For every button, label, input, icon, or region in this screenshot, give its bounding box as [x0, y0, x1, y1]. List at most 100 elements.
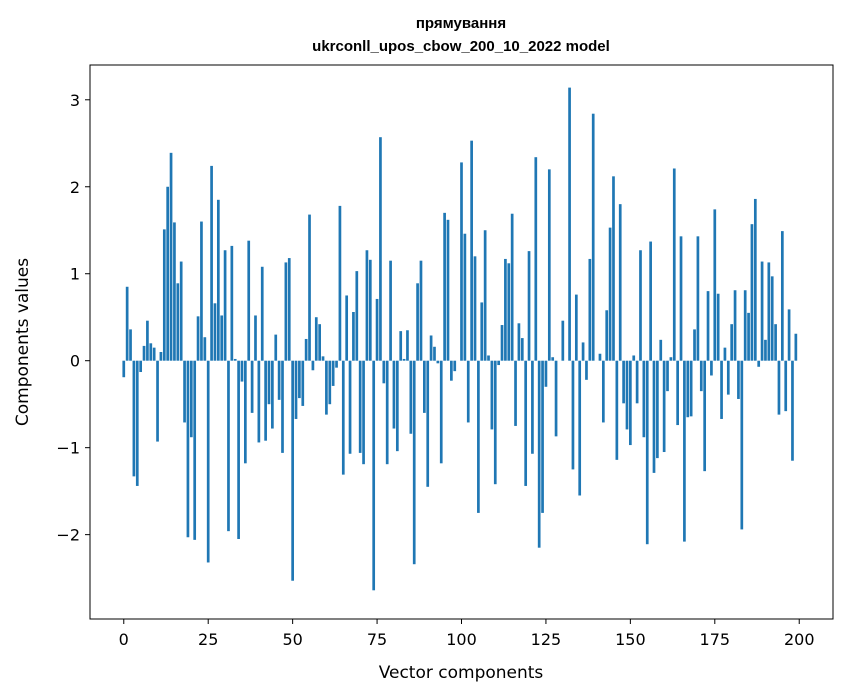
- y-tick-label: 3: [70, 91, 80, 110]
- bar-15: [173, 222, 176, 361]
- bar-109: [490, 360, 494, 430]
- chart-title-line-1: прямування: [416, 15, 506, 32]
- bar-183: [740, 360, 744, 530]
- bar-97: [450, 360, 453, 381]
- bar-63: [335, 360, 338, 368]
- bar-62: [331, 360, 335, 386]
- bar-25: [206, 360, 210, 563]
- bar-172: [703, 360, 707, 472]
- bar-79: [389, 260, 392, 361]
- bar-126: [547, 169, 551, 361]
- bar-128: [554, 360, 558, 437]
- bar-series: [122, 87, 798, 591]
- bar-113: [504, 258, 507, 361]
- bar-184: [743, 290, 747, 361]
- bar-37: [247, 240, 251, 361]
- bar-77: [382, 360, 386, 384]
- bar-167: [686, 360, 690, 418]
- bar-195: [780, 231, 784, 361]
- bar-150: [629, 360, 632, 446]
- y-tick-label: −2: [56, 526, 80, 545]
- bar-93: [436, 360, 440, 364]
- bar-78: [385, 360, 389, 465]
- bar-141: [598, 353, 602, 361]
- bar-28: [216, 199, 220, 361]
- bar-26: [210, 165, 213, 361]
- x-tick-label: 150: [615, 630, 646, 649]
- bar-123: [537, 360, 541, 548]
- bar-177: [720, 360, 723, 419]
- bar-23: [200, 221, 203, 361]
- bar-120: [527, 251, 531, 361]
- bar-133: [571, 360, 575, 470]
- bar-7: [146, 320, 149, 361]
- bar-75: [375, 298, 379, 361]
- bar-175: [713, 209, 717, 361]
- bar-8: [149, 343, 153, 361]
- bar-103: [470, 140, 473, 361]
- bar-174: [710, 360, 713, 376]
- bar-152: [635, 360, 639, 404]
- bar-173: [706, 291, 710, 361]
- bar-69: [355, 271, 359, 361]
- bar-142: [601, 360, 605, 423]
- bar-24: [203, 337, 207, 361]
- bar-86: [412, 360, 416, 565]
- bar-31: [227, 360, 230, 532]
- bar-27: [213, 303, 217, 361]
- bar-17: [179, 261, 183, 361]
- y-tick-label: 1: [70, 265, 80, 284]
- bar-148: [622, 360, 625, 404]
- x-tick-label: 50: [282, 630, 302, 649]
- bar-46: [277, 360, 281, 400]
- bar-36: [244, 360, 247, 464]
- bar-146: [615, 360, 619, 460]
- bar-162: [669, 357, 673, 361]
- bar-137: [585, 360, 588, 380]
- x-tick-label: 25: [198, 630, 218, 649]
- bar-111: [497, 360, 500, 366]
- bar-154: [642, 360, 646, 438]
- bar-130: [561, 320, 565, 361]
- bar-39: [254, 315, 257, 361]
- bar-68: [352, 312, 355, 361]
- bar-189: [760, 261, 764, 361]
- bar-82: [399, 331, 403, 361]
- bar-149: [625, 360, 629, 430]
- bar-73: [368, 259, 372, 361]
- bar-196: [784, 360, 788, 412]
- bar-182: [737, 360, 740, 399]
- bar-135: [578, 360, 582, 496]
- bar-32: [230, 245, 234, 361]
- bar-100: [460, 162, 463, 361]
- bar-122: [534, 157, 538, 361]
- bar-66: [345, 295, 349, 361]
- bar-124: [541, 360, 544, 513]
- bar-112: [500, 325, 504, 361]
- bar-116: [514, 360, 517, 426]
- bar-22: [196, 316, 200, 361]
- bar-191: [767, 262, 771, 361]
- bar-54: [304, 338, 308, 361]
- bar-153: [639, 250, 642, 361]
- bar-43: [267, 360, 271, 405]
- bar-102: [466, 360, 470, 423]
- bar-44: [271, 360, 274, 429]
- x-tick-label: 100: [446, 630, 477, 649]
- bar-59: [321, 356, 325, 361]
- bar-50: [291, 360, 294, 581]
- bar-87: [416, 283, 419, 361]
- bar-38: [250, 360, 254, 413]
- y-tick-label: 2: [70, 178, 80, 197]
- bar-151: [632, 355, 636, 361]
- bar-119: [524, 360, 528, 486]
- bar-30: [223, 250, 227, 361]
- bar-48: [284, 262, 288, 361]
- bar-18: [183, 360, 186, 423]
- bar-187: [753, 198, 757, 361]
- bar-88: [419, 260, 423, 361]
- bar-166: [683, 360, 686, 542]
- bar-45: [274, 334, 278, 361]
- bar-164: [676, 360, 679, 426]
